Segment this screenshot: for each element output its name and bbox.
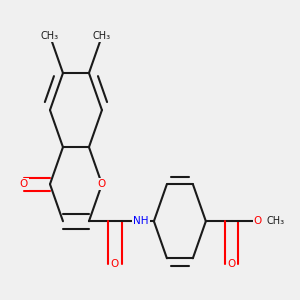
Text: O: O [254, 216, 262, 226]
Text: O: O [111, 259, 119, 269]
Text: O: O [20, 179, 28, 189]
Text: O: O [228, 259, 236, 269]
Text: CH₃: CH₃ [93, 31, 111, 41]
Text: CH₃: CH₃ [267, 216, 285, 226]
Text: NH: NH [133, 216, 149, 226]
Text: O: O [98, 179, 106, 189]
Text: CH₃: CH₃ [41, 31, 59, 41]
